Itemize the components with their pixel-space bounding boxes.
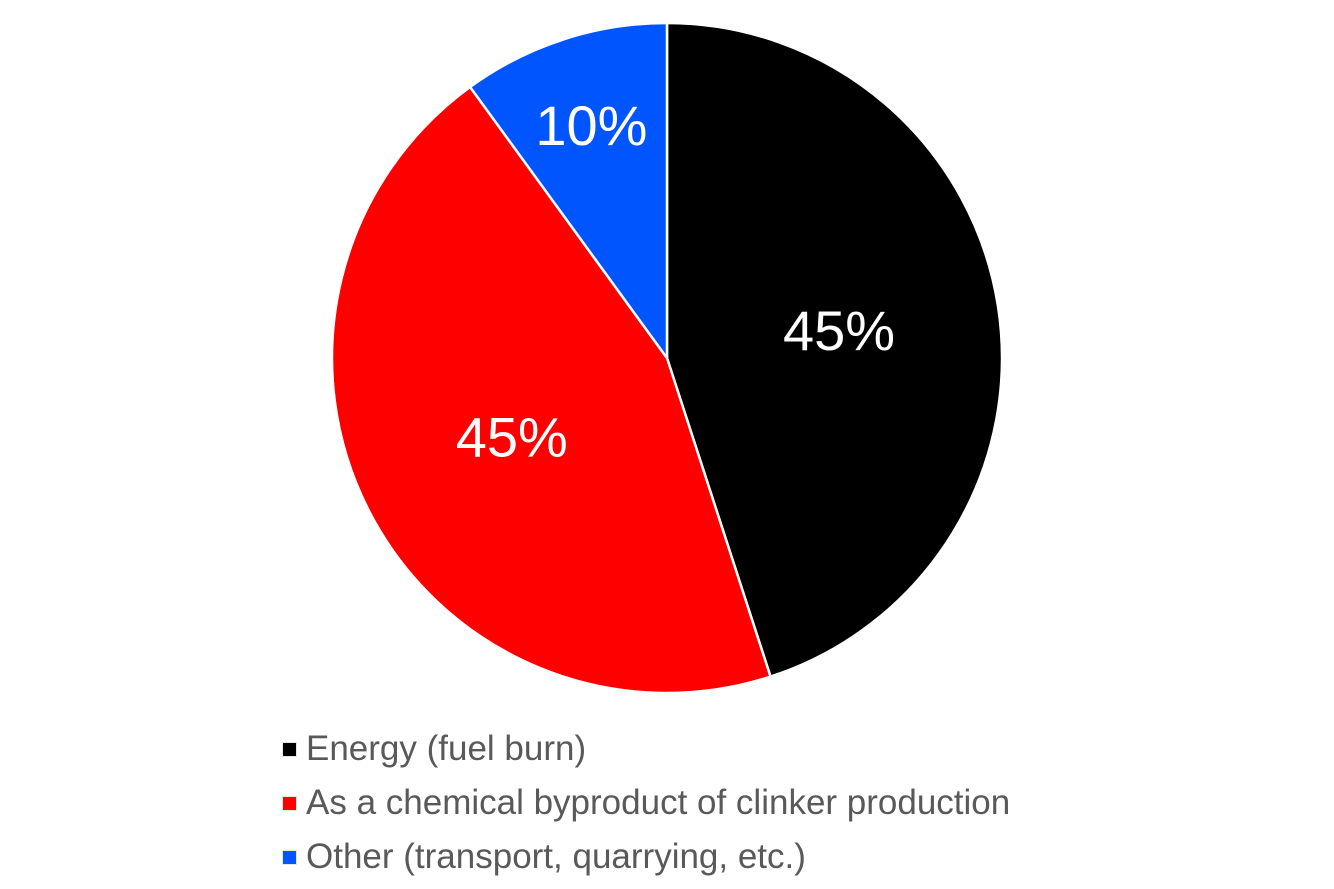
legend-item-chemical-byproduct: As a chemical byproduct of clinker produ…: [282, 776, 1010, 830]
data-label-other: 10%: [535, 94, 647, 157]
legend-label: Energy (fuel burn): [306, 729, 587, 768]
chart-legend: Energy (fuel burn) As a chemical byproduc…: [282, 722, 1010, 884]
legend-item-energy: Energy (fuel burn): [282, 722, 1010, 776]
legend-item-other: Other (transport, quarrying, etc.): [282, 830, 1010, 884]
legend-swatch: [282, 741, 297, 757]
data-label-energy: 45%: [783, 299, 895, 362]
legend-swatch: [282, 849, 297, 865]
legend-label: Other (transport, quarrying, etc.): [306, 837, 806, 876]
data-label-chemical-byproduct: 45%: [456, 406, 568, 469]
pie-slice-chemical-byproduct: [330, 85, 772, 695]
pie-slices: [330, 21, 1004, 695]
pie-data-labels: 45% 45% 10%: [456, 94, 895, 469]
legend-swatch: [282, 795, 297, 811]
legend-label: As a chemical byproduct of clinker produ…: [306, 783, 1011, 822]
pie-slice-energy: [665, 21, 1004, 678]
pie-slice-other: [468, 21, 669, 360]
